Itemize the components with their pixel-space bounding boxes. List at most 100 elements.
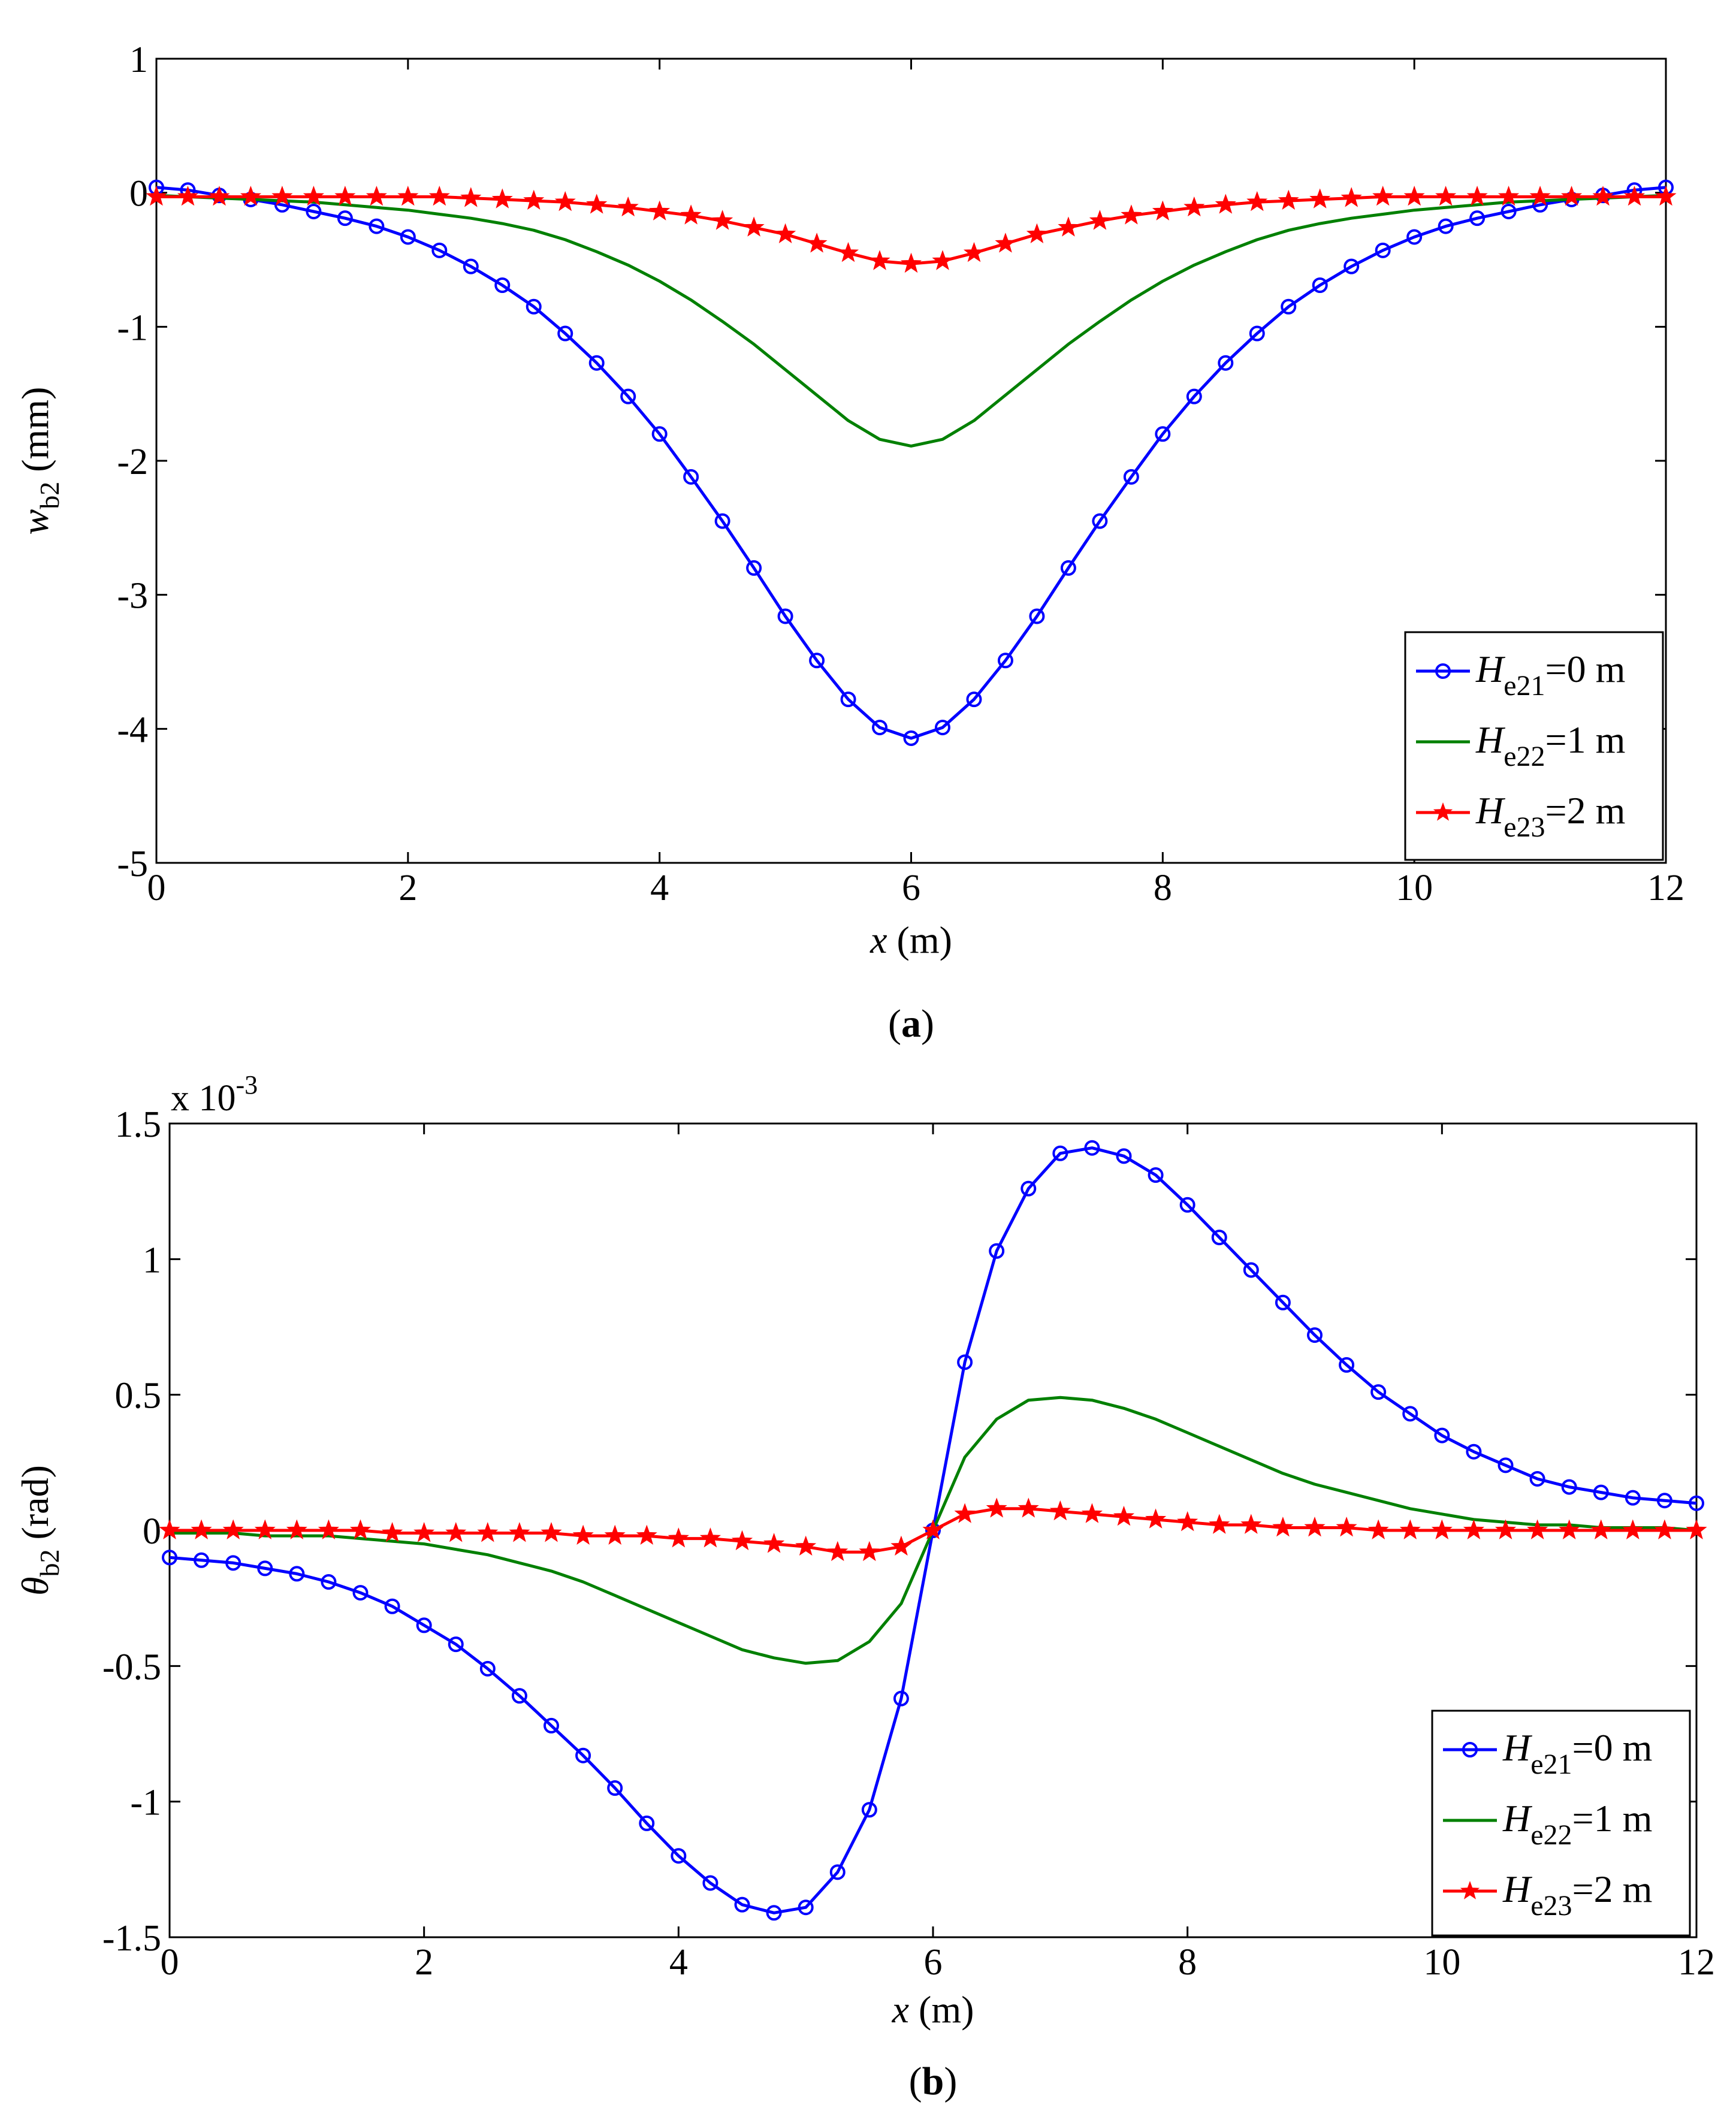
data-point — [829, 1864, 846, 1880]
data-point — [900, 252, 922, 273]
data-point — [986, 1497, 1007, 1518]
data-point — [257, 1560, 273, 1577]
legend-var: H — [1475, 718, 1506, 761]
y-tick-label: 0 — [129, 174, 148, 215]
data-point — [809, 653, 825, 669]
data-point — [934, 720, 950, 736]
panel-caption: (b) — [909, 2059, 958, 2103]
data-point — [903, 730, 919, 746]
data-point — [511, 1688, 527, 1704]
x-tick-label: 4 — [650, 868, 669, 908]
x-axis-var: x — [892, 1988, 909, 2031]
data-point — [352, 1585, 369, 1601]
y-tick-label: -4 — [117, 709, 148, 750]
data-point — [620, 388, 636, 404]
legend-marker — [1435, 663, 1451, 679]
y-tick-label: -5 — [117, 844, 148, 884]
data-point — [766, 1905, 782, 1921]
data-point — [526, 298, 542, 315]
data-point — [1593, 1484, 1609, 1500]
y-axis-unit: (mm) — [14, 387, 56, 482]
caption-letter: b — [922, 2059, 944, 2103]
data-point — [1218, 355, 1234, 371]
data-point — [271, 185, 293, 206]
data-point — [869, 250, 890, 270]
data-point — [289, 1566, 305, 1582]
data-point — [1590, 1519, 1612, 1539]
data-point — [1498, 185, 1520, 206]
data-point — [397, 185, 419, 206]
data-point — [209, 185, 230, 206]
data-point — [1177, 1511, 1198, 1532]
data-point — [413, 1522, 435, 1542]
legend-item-e23: He23=2 m — [1443, 1868, 1652, 1922]
data-point — [1246, 191, 1268, 212]
data-point — [428, 185, 450, 206]
data-point — [194, 1552, 210, 1568]
data-point — [586, 194, 608, 214]
legend-label: He23=2 m — [1475, 789, 1625, 843]
legend-marker — [1433, 802, 1453, 821]
legend-rest: =0 m — [1572, 1726, 1653, 1769]
legend-var: H — [1502, 1797, 1533, 1840]
panel-b: 0 2 4 6 8 10 12-1.5-1-0.500.511.5x 10-3x (m)θb… — [14, 1070, 1715, 2103]
legend-sub: e23 — [1503, 811, 1545, 843]
data-point — [1438, 218, 1454, 234]
legend-item-e22: He22=1 m — [1443, 1797, 1652, 1851]
x-tick-label: 10 — [1423, 1942, 1460, 1983]
data-point — [1529, 1470, 1545, 1487]
data-point — [1622, 1519, 1644, 1539]
legend-sub: e21 — [1530, 1748, 1572, 1780]
data-point — [240, 185, 261, 206]
y-tick-label: 1 — [143, 1240, 161, 1281]
data-point — [1304, 1517, 1326, 1537]
x-tick-label: 10 — [1396, 868, 1433, 908]
data-point — [1529, 185, 1551, 206]
data-point — [1152, 200, 1173, 221]
data-point — [806, 232, 828, 253]
y-axis-sub: b2 — [34, 1549, 65, 1577]
data-point — [225, 1555, 241, 1571]
legend-box — [1404, 631, 1664, 861]
data-point — [1021, 1180, 1037, 1197]
legend-item-e23: He23=2 m — [1416, 789, 1625, 843]
data-point — [954, 1503, 976, 1523]
x-tick-label: 8 — [1178, 1942, 1197, 1983]
data-point — [1561, 1479, 1577, 1495]
legend-rest: =2 m — [1545, 789, 1626, 832]
legend-sub: e21 — [1503, 670, 1545, 702]
x-axis-unit: (m) — [887, 919, 952, 961]
y-axis-label: wb2 (mm) — [14, 387, 65, 535]
data-point — [617, 196, 639, 217]
data-point — [554, 191, 576, 212]
data-point — [966, 691, 982, 708]
y-tick-label: -2 — [117, 442, 148, 482]
x-tick-label: 12 — [1647, 868, 1684, 908]
data-point — [477, 1522, 499, 1542]
caption-close: ) — [944, 2059, 957, 2103]
data-point — [448, 1636, 464, 1653]
data-point — [523, 189, 545, 210]
data-point — [1029, 608, 1045, 624]
legend-var: H — [1502, 1868, 1533, 1910]
caption-open: ( — [888, 1002, 901, 1046]
data-point — [1689, 1495, 1704, 1511]
data-point — [177, 185, 198, 206]
legend-var: H — [1475, 648, 1506, 690]
data-point — [683, 469, 699, 485]
data-point — [957, 1354, 973, 1370]
y-axis-unit: (rad) — [14, 1465, 56, 1549]
data-point — [893, 1690, 909, 1707]
x-axis-label: x (m) — [869, 919, 952, 961]
data-point — [1341, 187, 1362, 207]
data-point — [1084, 1140, 1100, 1156]
data-point — [1435, 185, 1457, 206]
data-point — [1336, 1517, 1357, 1537]
data-point — [1278, 189, 1299, 210]
legend-rest: =1 m — [1545, 718, 1626, 761]
data-point — [1399, 1519, 1421, 1539]
data-point — [1654, 1519, 1675, 1539]
series-line-e21 — [156, 186, 1666, 740]
data-point — [1052, 1145, 1068, 1161]
data-point — [1211, 1230, 1227, 1246]
